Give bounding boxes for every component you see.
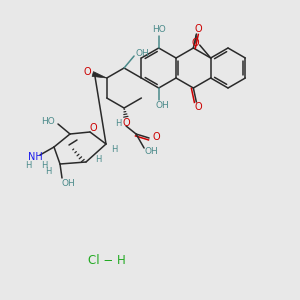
- Text: O: O: [84, 67, 92, 77]
- Text: OH: OH: [156, 101, 170, 110]
- Text: HO: HO: [41, 116, 55, 125]
- Text: H: H: [115, 118, 121, 127]
- Text: NH: NH: [28, 152, 42, 162]
- Text: H: H: [95, 155, 101, 164]
- Text: O: O: [192, 38, 200, 48]
- Text: O: O: [152, 132, 160, 142]
- Polygon shape: [92, 72, 107, 78]
- Text: H: H: [45, 167, 51, 176]
- Text: H: H: [111, 145, 117, 154]
- Text: HO: HO: [152, 26, 166, 34]
- Text: O: O: [194, 102, 202, 112]
- Text: O: O: [122, 118, 130, 128]
- Text: OH: OH: [135, 50, 149, 58]
- Text: O: O: [89, 123, 97, 133]
- Text: O: O: [194, 24, 202, 34]
- Text: Cl − H: Cl − H: [88, 254, 126, 266]
- Text: H: H: [41, 160, 47, 169]
- Text: H: H: [25, 160, 31, 169]
- Text: OH: OH: [61, 179, 75, 188]
- Text: OH: OH: [144, 148, 158, 157]
